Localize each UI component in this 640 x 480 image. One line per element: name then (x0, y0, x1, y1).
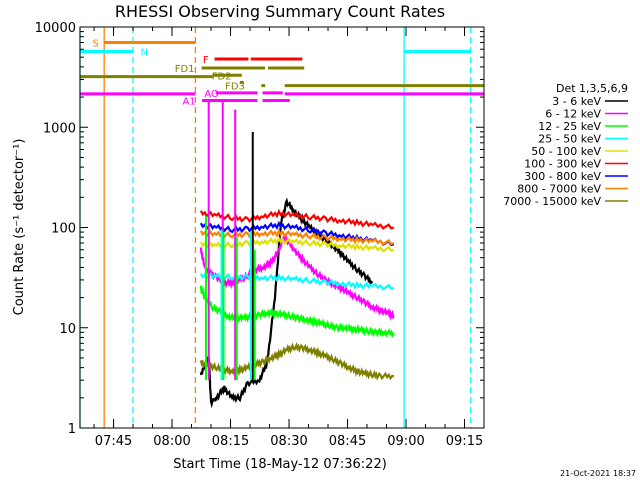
flag-label-1: N (140, 47, 147, 58)
series-line-4 (199, 235, 395, 253)
y-tick-label-2: 100 (51, 222, 76, 237)
legend-label-4: 50 - 100 keV (531, 145, 601, 158)
flag-label-8: AO (204, 89, 219, 100)
legend-label-0: 3 - 6 keV (552, 95, 601, 108)
y-axis-label: Count Rate (s⁻¹ detector⁻¹) (12, 139, 27, 316)
legend-label-5: 100 - 300 keV (524, 158, 601, 171)
y-tick-label-1: 1000 (43, 121, 76, 136)
flag-label-0: S (92, 39, 98, 50)
flag-label-9: A1 (183, 96, 196, 107)
legend-label-1: 6 - 12 keV (545, 108, 601, 121)
x-tick-label-3: 08:30 (270, 434, 307, 449)
series-line-7 (199, 228, 395, 246)
spike-lines (204, 99, 256, 381)
x-tick-label-4: 08:45 (329, 434, 366, 449)
flag-label-6: FD3 (225, 82, 245, 93)
chart-title: RHESSI Observing Summary Count Rates (115, 2, 445, 21)
x-tick-label-2: 08:15 (212, 434, 249, 449)
legend-label-7: 800 - 7000 keV (517, 183, 601, 196)
y-tick-label-0: 10000 (35, 21, 76, 36)
series-line-2 (199, 285, 395, 339)
date-stamp: 21-Oct-2021 18:37 (560, 469, 636, 478)
legend-title: Det 1,3,5,6,9 (556, 82, 628, 95)
x-tick-label-0: 07:45 (95, 434, 132, 449)
y-tick-label-3: 10 (59, 322, 76, 337)
legend-label-3: 25 - 50 keV (538, 133, 601, 146)
legend-label-8: 7000 - 15000 keV (503, 195, 601, 208)
series-line-5 (199, 208, 395, 230)
series-line-1 (199, 233, 395, 321)
series-lines (199, 197, 395, 409)
x-axis-label: Start Time (18-May-12 07:36:22) (173, 457, 387, 472)
series-line-8 (199, 341, 394, 381)
legend-label-2: 12 - 25 keV (538, 120, 601, 133)
series-line-3 (199, 272, 395, 291)
legend-label-6: 300 - 800 keV (524, 170, 601, 183)
y-tick-label-4: 1 (68, 422, 76, 437)
x-tick-label-1: 08:00 (153, 434, 190, 449)
x-tick-label-5: 09:00 (387, 434, 424, 449)
axes: 10000 1000 100 10 1 07:45 08:00 08:15 08:30 08:45… (35, 21, 485, 449)
flag-label-2: F (203, 55, 209, 66)
x-tick-label-6: 09:15 (446, 434, 483, 449)
flag-label-3: FD1 (175, 64, 195, 75)
flag-label-4: FD2 (212, 71, 232, 82)
